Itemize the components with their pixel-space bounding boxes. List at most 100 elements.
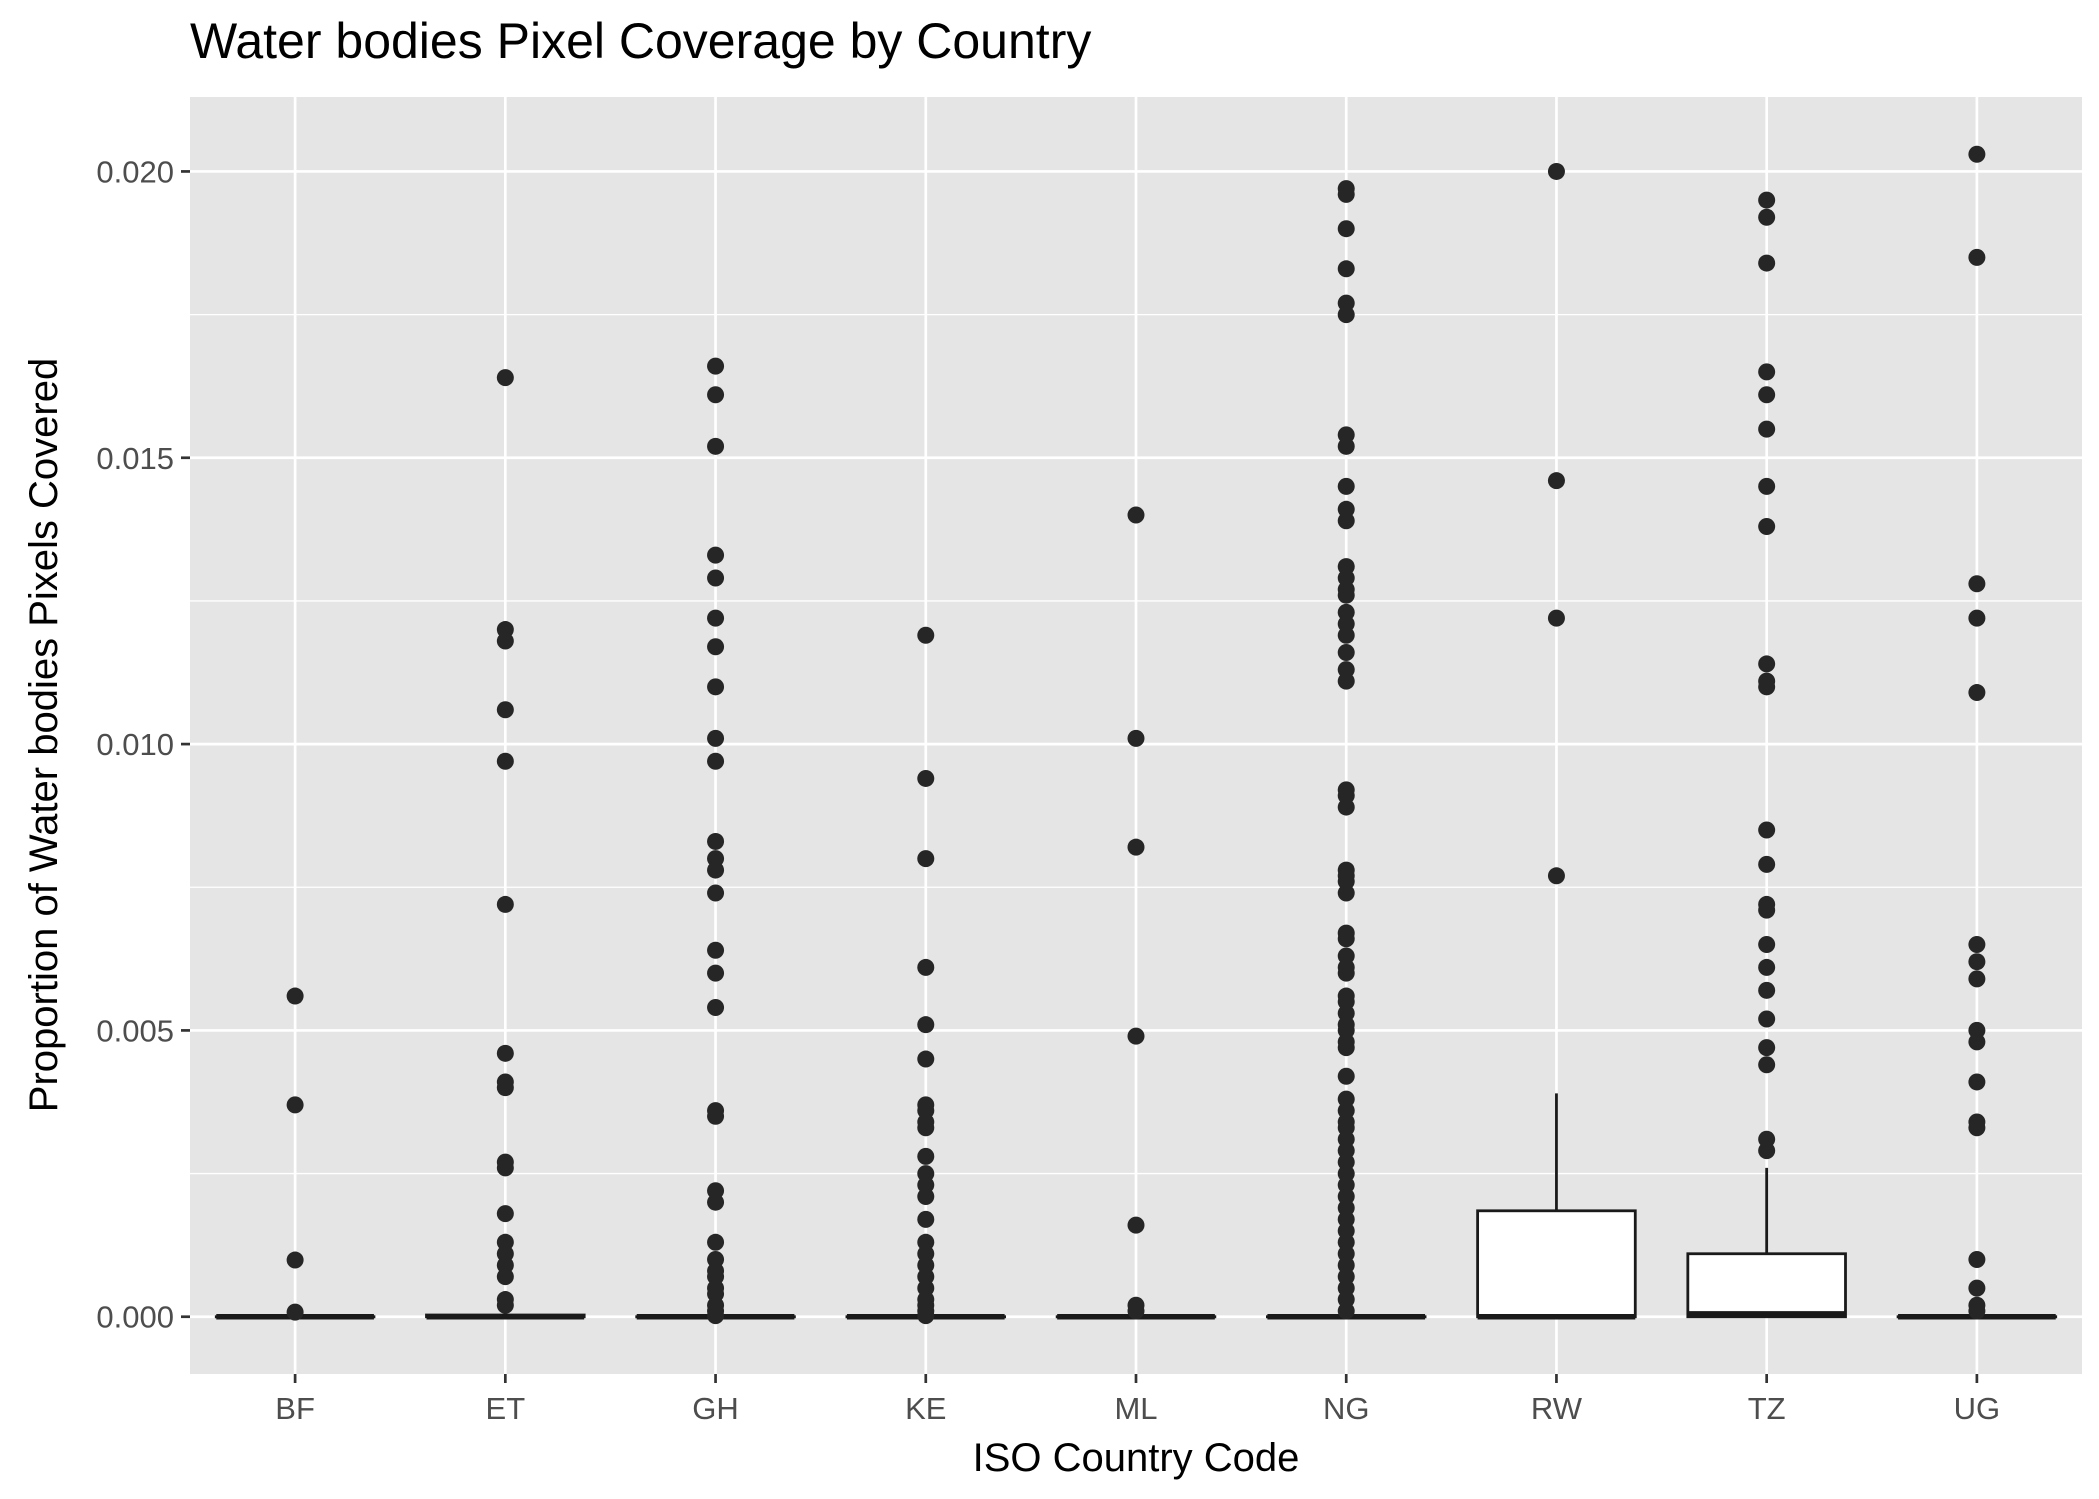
outlier-point	[1547, 867, 1565, 885]
outlier-point	[1758, 1142, 1776, 1160]
outliers-ug	[1968, 145, 1986, 1320]
outlier-point	[496, 895, 514, 913]
y-tick-label: 0.010	[96, 727, 174, 762]
outlier-point	[496, 369, 514, 387]
outlier-point	[707, 1193, 725, 1211]
outlier-points-layer	[286, 145, 1986, 1325]
outliers-tz	[1758, 191, 1776, 1160]
y-tick-label: 0.005	[96, 1013, 174, 1048]
outlier-point	[1127, 729, 1145, 747]
outlier-point	[1758, 821, 1776, 839]
boxes-layer	[214, 1093, 2058, 1320]
outlier-point	[917, 1119, 935, 1137]
outlier-point	[707, 1107, 725, 1125]
outlier-point	[1968, 684, 1986, 702]
x-tick-label: BF	[275, 1391, 315, 1426]
outlier-point	[707, 609, 725, 627]
outlier-point	[1758, 254, 1776, 272]
outlier-point	[1127, 506, 1145, 524]
x-tick-label: UG	[1954, 1391, 2001, 1426]
outlier-point	[1968, 1250, 1986, 1268]
outlier-point	[707, 752, 725, 770]
outlier-point	[707, 678, 725, 696]
outlier-point	[1337, 643, 1355, 661]
outlier-point	[286, 1096, 304, 1114]
x-tick-label: TZ	[1748, 1391, 1786, 1426]
outlier-point	[496, 701, 514, 719]
outlier-point	[1547, 472, 1565, 490]
outlier-point	[917, 769, 935, 787]
x-axis: BF ET GH KE ML NG RW TZ UG	[275, 1374, 2000, 1426]
outlier-point	[1337, 930, 1355, 948]
x-tick-label: GH	[692, 1391, 739, 1426]
outlier-point	[917, 1050, 935, 1068]
outlier-point	[286, 987, 304, 1005]
outlier-point	[1968, 1033, 1986, 1051]
outlier-point	[1337, 477, 1355, 495]
outlier-point	[1968, 1279, 1986, 1297]
outlier-point	[917, 1307, 935, 1325]
outlier-point	[917, 1016, 935, 1034]
outlier-point	[496, 1268, 514, 1286]
outlier-point	[1337, 626, 1355, 644]
outlier-point	[1968, 1073, 1986, 1091]
outlier-point	[1758, 678, 1776, 696]
outlier-point	[917, 1210, 935, 1228]
outlier-point	[496, 1159, 514, 1177]
outlier-point	[1337, 220, 1355, 238]
outlier-point	[1968, 145, 1986, 163]
outlier-point	[1127, 1027, 1145, 1045]
outlier-point	[1968, 609, 1986, 627]
outlier-point	[707, 729, 725, 747]
outlier-point	[707, 357, 725, 375]
outlier-point	[707, 386, 725, 404]
outliers-bf	[286, 987, 304, 1321]
outlier-point	[1968, 1119, 1986, 1137]
outlier-point	[917, 626, 935, 644]
outlier-point	[707, 941, 725, 959]
outlier-point	[1968, 575, 1986, 593]
box-et	[425, 1313, 586, 1320]
outlier-point	[1337, 185, 1355, 203]
outliers-ng	[1337, 180, 1355, 1320]
x-tick-label: NG	[1323, 1391, 1370, 1426]
outlier-point	[1337, 1067, 1355, 1085]
outlier-point	[1337, 884, 1355, 902]
outlier-point	[1758, 936, 1776, 954]
x-axis-title: ISO Country Code	[973, 1436, 1300, 1480]
outlier-point	[707, 884, 725, 902]
outlier-point	[1758, 901, 1776, 919]
outlier-point	[1758, 655, 1776, 673]
x-tick-label: KE	[905, 1391, 946, 1426]
outlier-point	[1968, 970, 1986, 988]
outlier-point	[707, 964, 725, 982]
outlier-point	[1337, 260, 1355, 278]
outlier-point	[1968, 1302, 1986, 1320]
outlier-point	[1337, 586, 1355, 604]
outlier-point	[1758, 191, 1776, 209]
outlier-point	[1337, 672, 1355, 690]
outlier-point	[707, 999, 725, 1017]
outlier-point	[1127, 1216, 1145, 1234]
y-tick-label: 0.015	[96, 441, 174, 476]
box-body	[1476, 1209, 1637, 1319]
outlier-point	[1968, 248, 1986, 266]
outlier-point	[1337, 1302, 1355, 1320]
outlier-point	[1337, 512, 1355, 530]
outlier-point	[917, 1187, 935, 1205]
outlier-point	[707, 1307, 725, 1325]
outliers-ke	[917, 626, 935, 1325]
outlier-point	[1758, 517, 1776, 535]
chart-title: Water bodies Pixel Coverage by Country	[190, 13, 1091, 69]
outlier-point	[1758, 477, 1776, 495]
outliers-ml	[1127, 506, 1145, 1320]
outlier-point	[1337, 964, 1355, 982]
outlier-point	[1968, 953, 1986, 971]
box-tz	[1686, 1167, 1847, 1319]
outliers-gh	[707, 357, 725, 1325]
outliers-et	[496, 369, 514, 1314]
outlier-point	[496, 632, 514, 650]
outlier-point	[1758, 420, 1776, 438]
outlier-point	[1758, 1010, 1776, 1028]
